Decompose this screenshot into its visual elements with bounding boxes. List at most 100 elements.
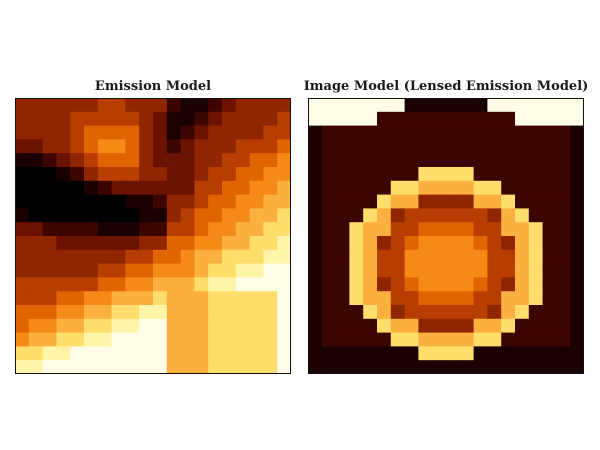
image-model-cell [528, 98, 544, 113]
emission-model-cell [153, 222, 168, 237]
image-model-cell [335, 360, 350, 374]
emission-model-cell [15, 332, 30, 347]
image-model-cell [308, 263, 323, 278]
image-model-cell [528, 111, 544, 127]
image-model-cell [501, 98, 516, 113]
emission-model-cell [42, 332, 57, 347]
emission-model-cell [97, 332, 113, 347]
image-model-cell [542, 249, 557, 265]
emission-model-cell [263, 277, 278, 292]
emission-model-cell [56, 277, 71, 292]
emission-model-cell [235, 208, 251, 223]
emission-model-cell [125, 249, 140, 265]
image-model-cell [542, 222, 557, 237]
emission-model-cell [263, 305, 278, 320]
emission-model-cell [166, 263, 182, 278]
image-model-cell [515, 139, 530, 154]
emission-model-cell [56, 153, 71, 168]
emission-model-cell [194, 222, 209, 237]
image-model-cell [459, 305, 475, 320]
image-model-cell [321, 153, 337, 168]
image-model-cell [308, 98, 323, 113]
image-model-cell [473, 167, 488, 182]
image-model-cell [363, 305, 378, 320]
emission-model-cell [15, 194, 30, 209]
emission-model-cell [42, 222, 57, 237]
image-model-cell [404, 318, 419, 334]
image-model-cell [321, 332, 337, 347]
emission-model-cell [180, 332, 195, 347]
emission-model-cell [70, 167, 85, 182]
image-model-cell [308, 208, 323, 223]
emission-model-cell [15, 236, 30, 251]
emission-model-cell [153, 332, 168, 347]
emission-model-cell [111, 98, 126, 113]
emission-model-cell [111, 318, 126, 334]
emission-model-cell [28, 180, 44, 196]
image-model-cell [446, 153, 461, 168]
emission-model-cell [208, 291, 223, 306]
emission-model-cell [166, 236, 182, 251]
image-model-cell [404, 332, 419, 347]
image-model-cell [501, 194, 516, 209]
image-model-cell [473, 208, 488, 223]
image-model-cell [377, 332, 392, 347]
image-model-cell [556, 236, 571, 251]
emission-model-cell [28, 305, 44, 320]
emission-model-cell [111, 167, 126, 182]
emission-model-cell [111, 291, 126, 306]
image-model-cell [528, 153, 544, 168]
emission-model-cell [139, 111, 154, 127]
image-model-cell [321, 249, 337, 265]
emission-model-cell [125, 236, 140, 251]
image-model-cell [501, 111, 516, 127]
emission-model-cell [97, 318, 113, 334]
emission-model-cell [277, 111, 291, 127]
image-model-cell [556, 139, 571, 154]
image-model-cell [528, 263, 544, 278]
emission-model-cell [42, 194, 57, 209]
emission-model-cell [139, 249, 154, 265]
image-model-cell [542, 98, 557, 113]
image-model-cell [487, 125, 502, 140]
emission-model-cell [15, 139, 30, 154]
emission-model-cell [139, 194, 154, 209]
image-model-cell [515, 291, 530, 306]
emission-model-cell [222, 263, 237, 278]
emission-model-cell [222, 139, 237, 154]
emission-model-cell [28, 139, 44, 154]
image-model-cell [473, 139, 488, 154]
emission-model-cell [277, 360, 291, 374]
image-model-cell [542, 153, 557, 168]
image-model-cell [556, 167, 571, 182]
emission-model-cell [235, 236, 251, 251]
emission-model-cell [208, 360, 223, 374]
emission-model-cell [277, 180, 291, 196]
emission-model-cell [42, 263, 57, 278]
image-model-cell [432, 277, 447, 292]
emission-model-cell [153, 318, 168, 334]
image-model-cell [321, 222, 337, 237]
emission-model-cell [249, 291, 264, 306]
emission-model-cell [235, 139, 251, 154]
emission-model-cell [28, 111, 44, 127]
image-model-cell [446, 236, 461, 251]
image-model-cell [308, 305, 323, 320]
image-model-cell [446, 360, 461, 374]
emission-model-cell [153, 208, 168, 223]
image-model-cell [515, 153, 530, 168]
emission-model-cell [70, 111, 85, 127]
emission-model-cell [28, 277, 44, 292]
image-model-cell [515, 208, 530, 223]
emission-model-cell [97, 98, 113, 113]
image-model-cell [542, 139, 557, 154]
image-model-cell [308, 111, 323, 127]
image-model-cell [377, 167, 392, 182]
image-model-cell [556, 222, 571, 237]
emission-model-cell [139, 153, 154, 168]
image-model-cell [446, 263, 461, 278]
emission-model-cell [166, 249, 182, 265]
emission-model-cell [180, 318, 195, 334]
image-model-cell [432, 305, 447, 320]
emission-model-cell [208, 125, 223, 140]
